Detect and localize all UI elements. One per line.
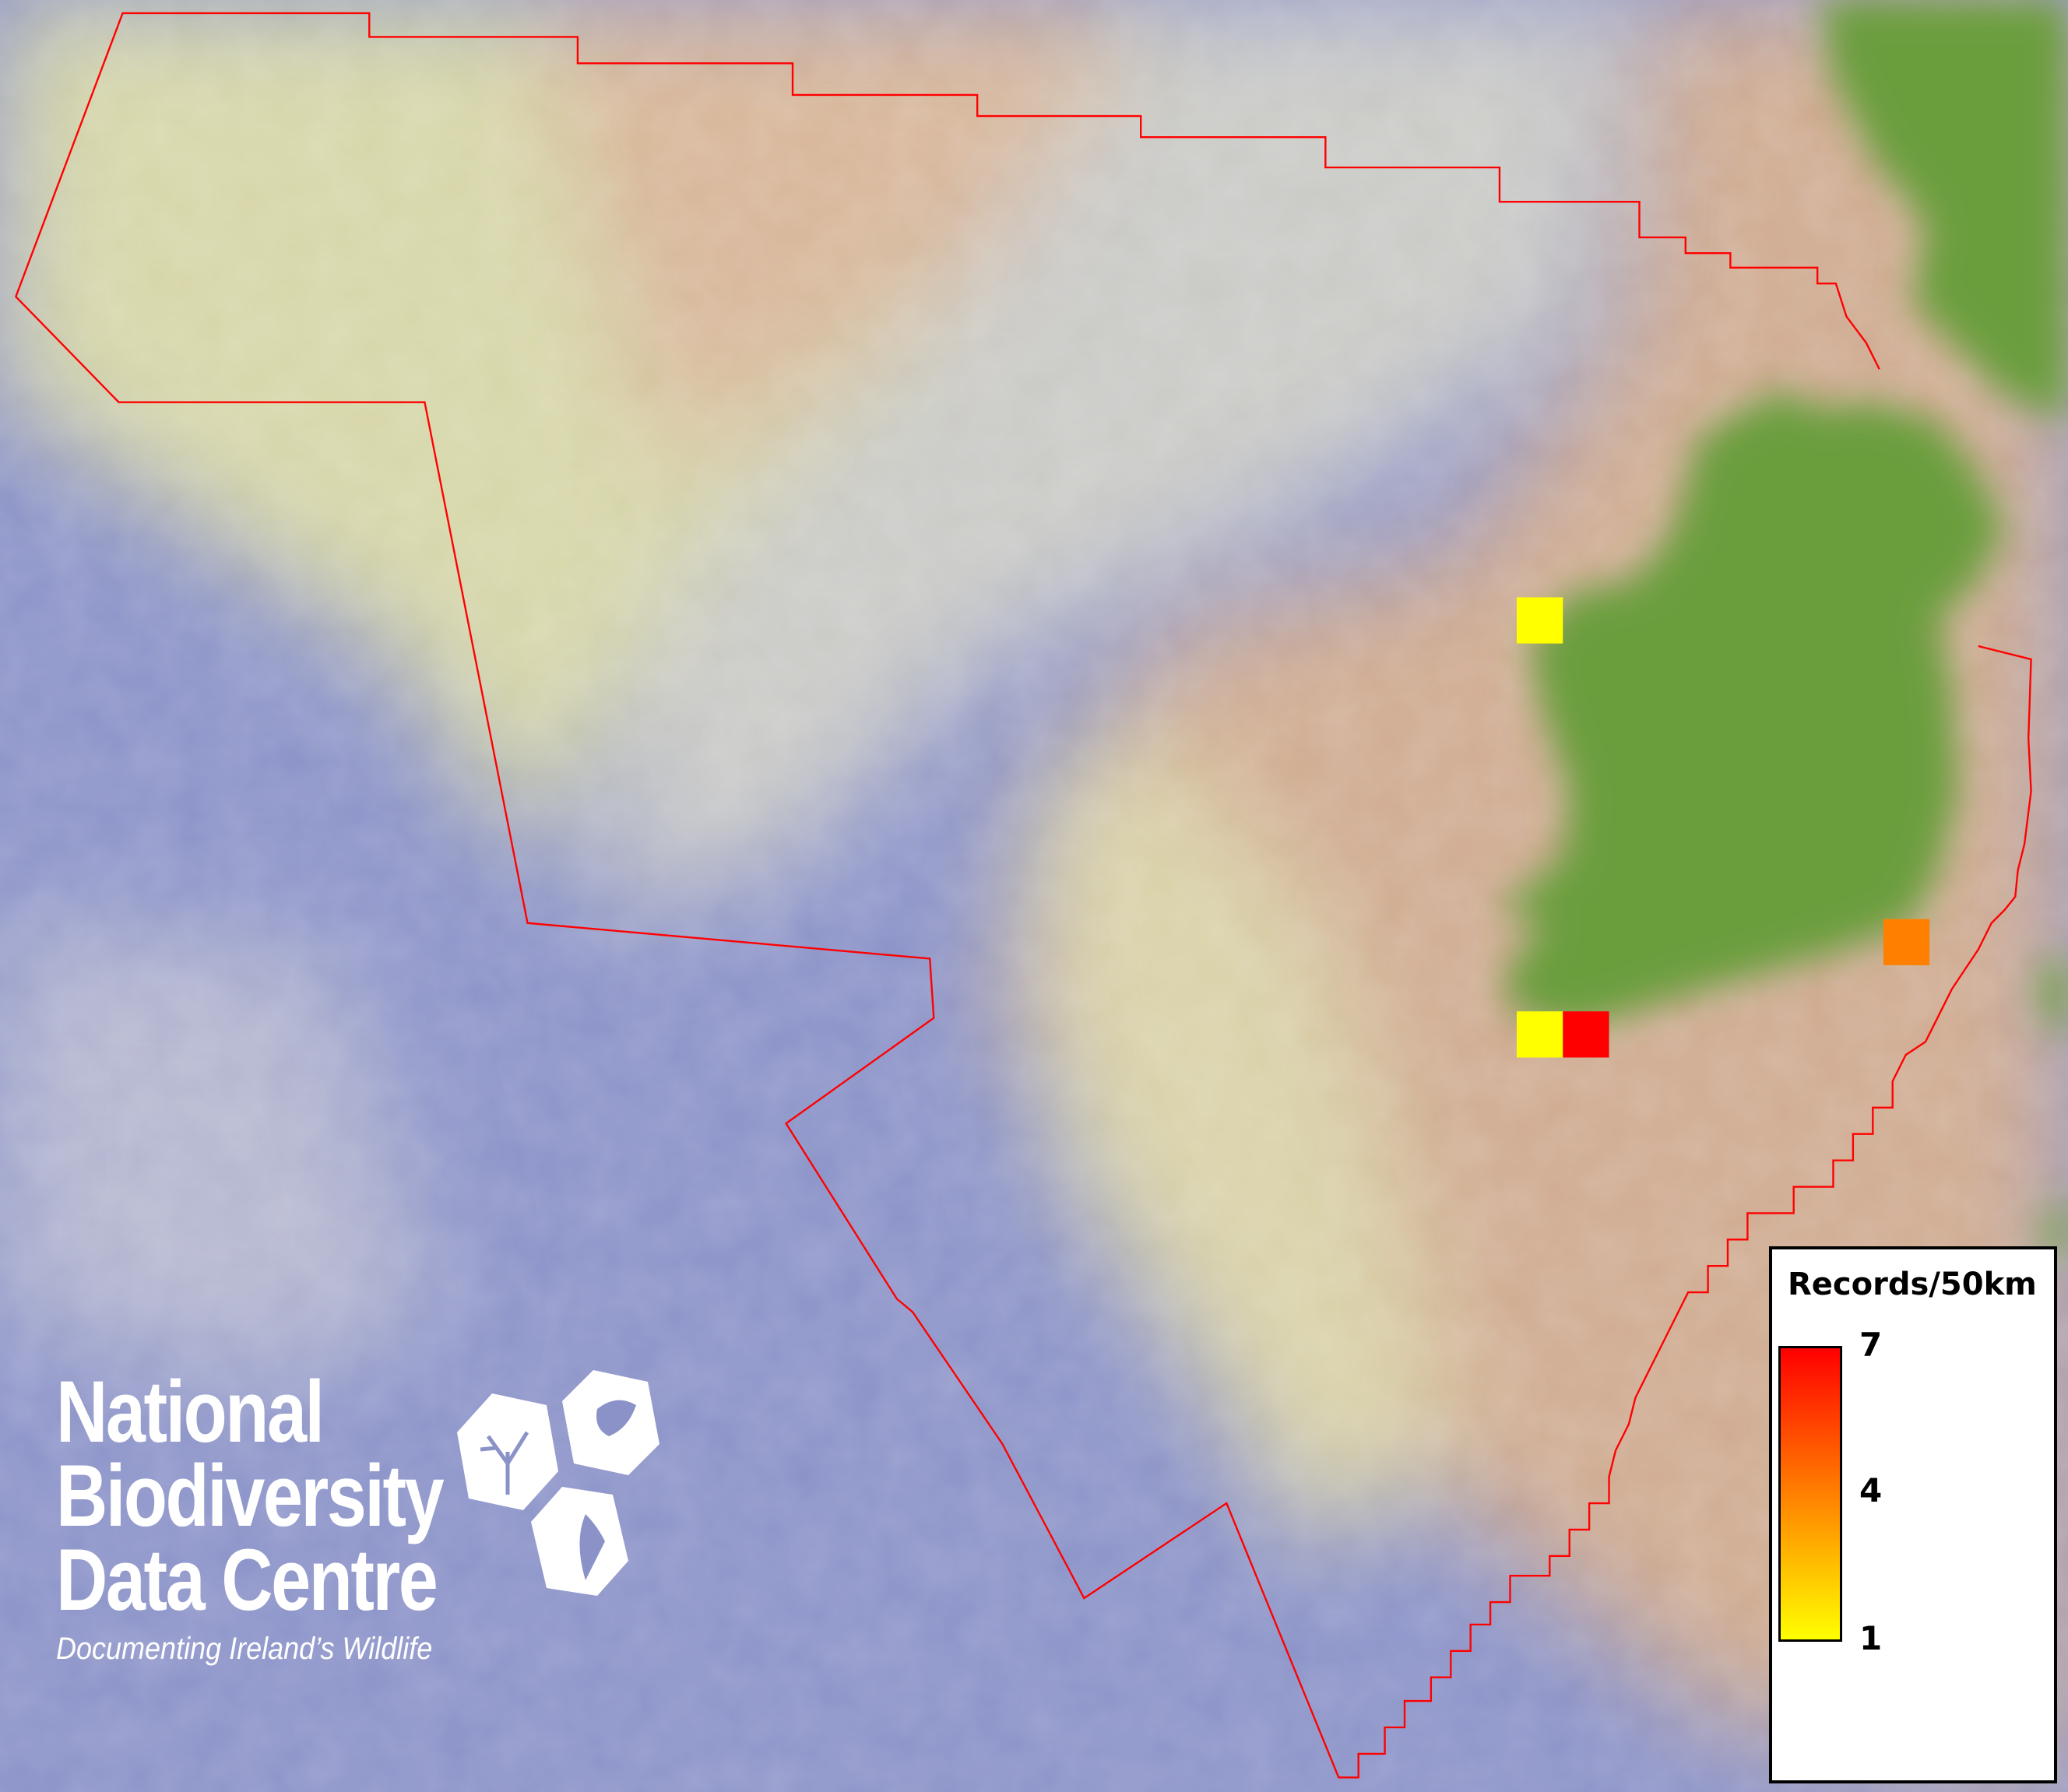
wales-land — [2038, 1186, 2068, 1267]
legend: Records/50km 7 4 1 — [1769, 1246, 2057, 1783]
logo-line1: National — [56, 1363, 325, 1460]
grid-square[interactable] — [1563, 1011, 1609, 1058]
grid-square[interactable] — [1516, 597, 1563, 644]
scotland-land — [1820, 0, 2068, 423]
legend-title: Records/50km — [1788, 1267, 2037, 1302]
legend-mid-label: 4 — [1859, 1471, 1883, 1509]
grid-square[interactable] — [1883, 919, 1930, 965]
nbdc-logo: National Biodiversity Data Centre Docume… — [56, 1363, 659, 1667]
logo-line3: Data Centre — [56, 1531, 438, 1629]
legend-min-label: 1 — [1859, 1619, 1883, 1657]
logo-hexagons-icon — [457, 1370, 659, 1596]
ireland-land — [1496, 388, 2005, 1029]
grid-squares — [1516, 597, 1930, 1058]
england-land — [2038, 949, 2068, 1042]
grid-square[interactable] — [1516, 1011, 1563, 1058]
legend-color-ramp — [1778, 1346, 1842, 1642]
logo-line2: Biodiversity — [56, 1447, 445, 1544]
logo-tagline: Documenting Ireland’s Wildlife — [56, 1632, 433, 1666]
legend-max-label: 7 — [1859, 1326, 1883, 1364]
boundary-line — [14, 12, 2032, 1779]
land — [1496, 0, 2068, 1267]
